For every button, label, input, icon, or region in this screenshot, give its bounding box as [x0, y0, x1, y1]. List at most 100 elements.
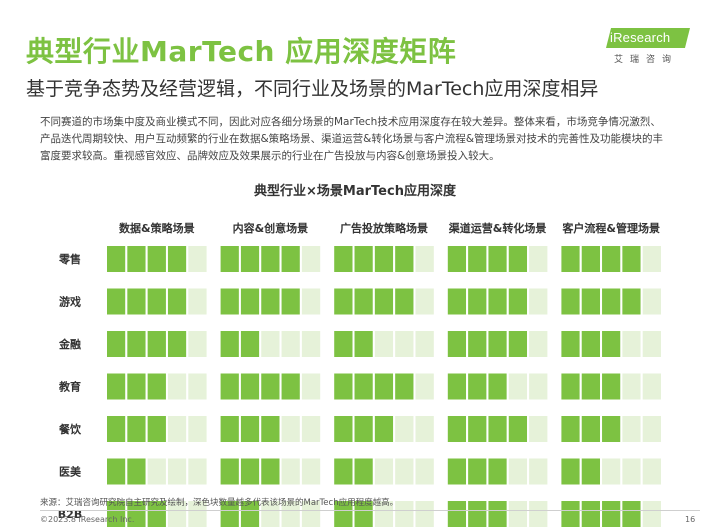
industry-label: B2B [58, 508, 82, 521]
matrix-cell-empty [299, 244, 323, 274]
matrix-cell-filled [486, 499, 509, 529]
matrix-cell-empty [413, 414, 436, 444]
matrix-cell-filled [279, 244, 302, 274]
matrix-cell-filled [145, 329, 168, 359]
matrix-cell-empty [186, 286, 209, 317]
matrix-cell-filled [579, 244, 603, 274]
matrix-cell-empty [165, 371, 189, 402]
matrix-cell-filled [145, 286, 168, 317]
matrix-cell-empty [372, 329, 396, 359]
matrix-cell-filled [600, 414, 623, 444]
matrix-cell-filled [600, 499, 623, 529]
matrix-cell-filled [165, 329, 189, 359]
page-subtitle: 基于竞争态势及经营逻辑，不同行业及场景的MarTech应用深度相异 [26, 78, 599, 100]
matrix-cell-filled [218, 371, 241, 402]
matrix-cell-empty [413, 286, 436, 317]
matrix-cell-empty [372, 456, 396, 487]
matrix-cell-filled [506, 414, 530, 444]
matrix-cell-empty [640, 286, 663, 317]
matrix-cell-filled [559, 244, 582, 274]
matrix-cell-empty [640, 329, 663, 359]
matrix-cell-filled [579, 414, 603, 444]
matrix-cell-filled [352, 244, 375, 274]
matrix-cell-filled [486, 286, 509, 317]
matrix-cell-filled [372, 371, 396, 402]
matrix-cell-empty [186, 414, 209, 444]
matrix-cell-empty [506, 499, 530, 529]
matrix-cell-empty [620, 329, 643, 359]
matrix-cell-filled [445, 456, 469, 487]
matrix-cell-filled [259, 456, 282, 487]
matrix-cell-empty [279, 414, 302, 444]
matrix-cell-empty [413, 456, 436, 487]
matrix-cell-filled [445, 371, 469, 402]
matrix-cell-filled [372, 414, 396, 444]
matrix-cell-empty [527, 371, 550, 402]
matrix-cell-empty [165, 414, 189, 444]
industry-label: 零售 [58, 252, 81, 266]
matrix-cell-filled [486, 244, 509, 274]
logo-subtext: 艾瑞咨询 [614, 55, 679, 65]
matrix-cell-filled [352, 286, 375, 317]
industry-label: 金融 [58, 337, 81, 351]
matrix-cell-filled [352, 371, 375, 402]
matrix-cell-filled [125, 414, 148, 444]
scenario-label: 内容&创意场景 [233, 221, 309, 235]
matrix-cell-empty [640, 371, 663, 402]
matrix-cell-empty [640, 499, 663, 529]
chart-title: 典型行业×场景MarTech应用深度 [254, 184, 456, 199]
matrix-cell-filled [279, 371, 302, 402]
matrix-cell-filled [445, 414, 469, 444]
matrix-cell-filled [486, 456, 509, 487]
matrix-cell-empty [279, 329, 302, 359]
matrix-cell-filled [393, 286, 416, 317]
matrix-cell-filled [466, 286, 489, 317]
matrix-cell-filled [466, 371, 489, 402]
source-note: 来源：艾瑞咨询研究院自主研究及绘制，深色块数量越多代表该场景的MarTech应用… [40, 498, 399, 508]
matrix-cell-filled [466, 329, 489, 359]
matrix-cell-filled [238, 371, 262, 402]
matrix-cell-empty [413, 244, 436, 274]
industry-label: 医美 [59, 465, 82, 479]
matrix-cell-filled [620, 286, 643, 317]
logo-badge [606, 28, 690, 48]
matrix-cell-filled [145, 244, 168, 274]
matrix-cell-filled [352, 329, 375, 359]
matrix-cell-empty [186, 244, 209, 274]
matrix-cell-empty [393, 329, 416, 359]
matrix-cell-empty [186, 371, 209, 402]
matrix-cell-empty [640, 456, 663, 487]
matrix-cell-filled [332, 329, 355, 359]
matrix-cell-filled [238, 329, 262, 359]
matrix-cell-filled [352, 456, 375, 487]
matrix-cell-filled [579, 456, 603, 487]
matrix-cell-filled [332, 286, 355, 317]
matrix-cell-empty [145, 456, 168, 487]
iresearch-logo: iResearch 艾瑞咨询 [606, 24, 690, 68]
matrix-cell-filled [506, 286, 530, 317]
matrix-cell-empty [279, 456, 302, 487]
matrix-cell-filled [559, 499, 582, 529]
matrix-cell-filled [559, 414, 582, 444]
matrix-cell-filled [259, 414, 282, 444]
matrix-cell-filled [105, 456, 128, 487]
matrix-cell-empty [620, 456, 643, 487]
matrix-cell-empty [259, 329, 282, 359]
matrix-cell-filled [486, 329, 509, 359]
matrix-cell-filled [105, 414, 128, 444]
matrix-cell-filled [165, 244, 189, 274]
industry-label: 游戏 [59, 295, 81, 309]
matrix-cell-empty [186, 499, 209, 529]
matrix-cell-filled [332, 414, 355, 444]
matrix-cell-filled [332, 244, 355, 274]
matrix-cell-filled [238, 286, 262, 317]
matrix-cell-filled [105, 329, 128, 359]
matrix-cell-filled [218, 286, 241, 317]
matrix-cell-filled [393, 244, 416, 274]
matrix-cell-filled [579, 329, 603, 359]
matrix-cell-filled [600, 244, 623, 274]
matrix-cell-empty [299, 414, 323, 444]
matrix-cell-empty [527, 499, 550, 529]
matrix-cell-empty [620, 414, 643, 444]
matrix-cell-filled [445, 329, 469, 359]
